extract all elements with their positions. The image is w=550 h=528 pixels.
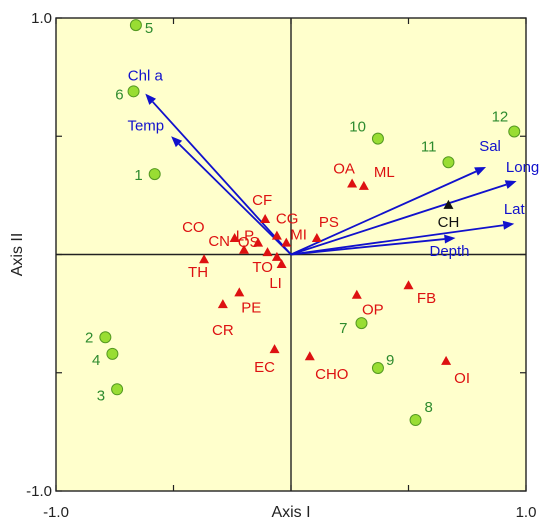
vector-arrowhead <box>171 136 183 148</box>
species-marker <box>239 244 249 254</box>
species-label: OA <box>333 161 355 178</box>
species-marker <box>271 251 282 261</box>
species-label: CG <box>276 211 299 228</box>
species-marker <box>403 280 414 290</box>
species-label: MI <box>290 227 307 244</box>
vector-label: Depth <box>429 243 469 260</box>
site-marker <box>99 331 112 344</box>
y-tick-label: 1.0 <box>31 10 52 27</box>
species-marker <box>269 344 280 354</box>
species-marker <box>262 247 273 257</box>
vector-line <box>290 238 445 256</box>
vector-arrowhead <box>145 93 157 105</box>
species-label: CN <box>208 233 230 250</box>
species-label: FB <box>417 290 436 307</box>
vector-arrowhead <box>502 220 515 230</box>
species-marker <box>253 237 264 247</box>
site-marker <box>371 132 384 145</box>
site-marker <box>371 362 384 375</box>
species-marker <box>276 258 287 268</box>
site-label: 11 <box>421 138 437 155</box>
species-marker <box>199 254 210 264</box>
species-label: ML <box>374 164 395 181</box>
site-marker <box>129 19 142 32</box>
species-label: OS <box>238 234 260 251</box>
vector-line <box>152 101 292 256</box>
species-label: OP <box>362 302 384 319</box>
vector-label: Long <box>506 159 539 176</box>
site-marker <box>148 168 161 181</box>
species-marker <box>347 178 358 188</box>
species-label: TO <box>252 259 273 276</box>
site-label: 2 <box>85 329 93 346</box>
species-marker <box>311 232 322 242</box>
species-label: CO <box>182 219 205 236</box>
species-label: LP <box>236 228 254 245</box>
site-marker <box>442 156 455 169</box>
species-marker <box>217 299 228 309</box>
site-marker <box>355 317 368 330</box>
species-marker <box>260 214 271 224</box>
species-marker <box>304 351 315 361</box>
site-label: 8 <box>425 399 433 416</box>
vector-arrowhead <box>504 180 517 189</box>
x-tick-label: -1.0 <box>43 504 69 521</box>
site-label: 5 <box>145 20 153 37</box>
species-label: OI <box>454 370 470 387</box>
species-marker <box>234 287 245 297</box>
site-label: 7 <box>339 320 347 337</box>
site-label: 4 <box>92 352 100 369</box>
y-tick-label: -1.0 <box>26 483 52 500</box>
species-label: PS <box>319 214 339 231</box>
species-marker <box>281 237 292 247</box>
vector-arrowhead <box>474 166 487 176</box>
vector-label: Temp <box>127 117 164 134</box>
site-label: 1 <box>134 167 142 184</box>
vector-label: Lat <box>504 201 526 218</box>
vector-line <box>290 224 504 256</box>
species-label: LI <box>269 275 282 292</box>
species-label: CH <box>438 214 460 231</box>
site-label: 3 <box>97 387 105 404</box>
species-marker <box>271 230 282 240</box>
site-marker <box>409 414 422 427</box>
species-marker <box>229 232 240 242</box>
species-marker <box>443 199 454 209</box>
vector-line <box>178 143 292 256</box>
site-marker <box>111 383 124 396</box>
species-marker <box>358 180 369 190</box>
site-label: 12 <box>492 109 509 126</box>
environmental-vectors: Chl a Temp Sal Long Lat Depth <box>127 68 539 260</box>
vector-label: Sal <box>479 138 501 155</box>
species-label: CR <box>212 322 234 339</box>
site-marker <box>106 347 119 360</box>
species-label: CF <box>252 192 272 209</box>
y-axis-label: Axis II <box>9 233 26 277</box>
site-marker <box>508 125 521 138</box>
species-label: PE <box>241 299 261 316</box>
x-axis-label: Axis I <box>271 504 310 521</box>
site-label: 10 <box>349 119 366 136</box>
plot-frame <box>55 17 527 492</box>
vector-line <box>290 170 477 256</box>
species-marker <box>441 355 452 365</box>
vector-arrowhead <box>444 234 456 244</box>
species-marker <box>351 289 362 299</box>
site-marker <box>127 85 140 98</box>
site-label: 9 <box>386 352 394 369</box>
x-tick-label: 1.0 <box>516 504 537 521</box>
species-label: CHO <box>315 366 348 383</box>
vector-line <box>290 183 507 256</box>
vector-label: Chl a <box>128 68 164 85</box>
species-label: TH <box>188 264 208 281</box>
site-label: 6 <box>115 86 123 103</box>
species-label: EC <box>254 359 275 376</box>
